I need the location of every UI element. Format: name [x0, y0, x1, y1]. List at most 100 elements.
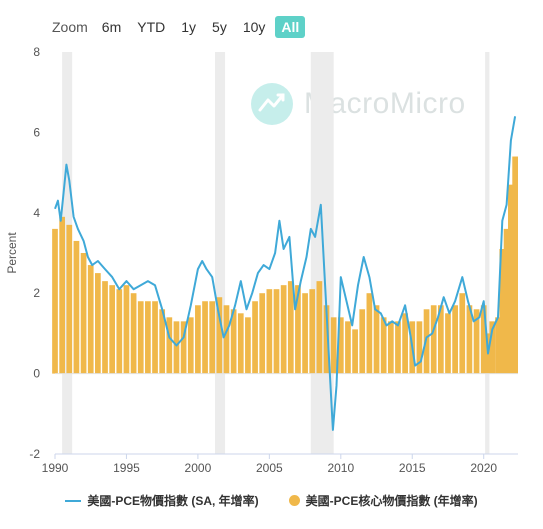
core-pce-bar	[280, 285, 287, 374]
core-pce-bar	[59, 216, 66, 374]
y-tick-label: 8	[33, 45, 40, 59]
core-pce-bar	[466, 305, 473, 374]
zoom-label: Zoom	[52, 19, 88, 35]
core-pce-bar	[512, 156, 518, 374]
pce-line-layer	[54, 116, 517, 431]
core-pce-bar	[330, 317, 337, 374]
core-pce-bar	[209, 301, 216, 374]
recession-band-1	[215, 52, 226, 454]
x-tick-label: 1990	[42, 461, 69, 475]
core-pce-bar	[216, 297, 223, 374]
core-pce-bar	[459, 293, 466, 374]
core-pce-bar	[345, 321, 351, 374]
chart-plot: 1990 1995 2000 2005 2010 2015 2020 -2 0 2 4 6 8 Per…	[5, 45, 518, 475]
y-tick-label: 0	[33, 367, 40, 381]
macromicro-logo-icon	[251, 83, 293, 125]
core-pce-bar	[287, 281, 294, 374]
core-pce-bar	[359, 309, 366, 374]
core-pce-bar	[73, 240, 80, 374]
pce-line	[54, 116, 517, 431]
core-pce-bar	[273, 289, 280, 374]
core-pce-bar	[237, 313, 244, 374]
legend-line-swatch	[65, 499, 82, 502]
core-pce-bar	[102, 281, 108, 374]
core-pce-bar	[173, 321, 180, 374]
core-pce-bar	[366, 293, 373, 374]
legend-dot-swatch	[288, 495, 300, 506]
zoom-1y-button[interactable]: 1y	[181, 19, 197, 35]
core-pce-bar	[116, 289, 123, 374]
core-pce-bar	[109, 285, 116, 374]
recession-band-3	[485, 52, 490, 454]
x-tick-label: 2005	[256, 461, 283, 475]
y-tick-label: 4	[33, 206, 40, 220]
core-pce-bar	[223, 305, 230, 374]
core-pce-bar	[123, 285, 130, 374]
legend-label-core-pce: 美國-PCE核心物價指數 (年增率)	[305, 494, 478, 508]
legend-item-pce[interactable]: 美國-PCE物價指數 (SA, 年增率)	[65, 492, 259, 509]
core-pce-bar	[387, 321, 394, 374]
core-pce-bar	[480, 305, 487, 374]
core-pce-bar	[430, 305, 437, 374]
y-axis: -2 0 2 4 6 8	[29, 45, 40, 461]
core-pce-bar	[503, 228, 510, 374]
x-tick-label: 2000	[185, 461, 212, 475]
x-tick-label: 2020	[470, 461, 497, 475]
core-pce-bar	[507, 184, 514, 374]
core-pce-bar	[95, 273, 101, 374]
core-pce-bar	[373, 305, 380, 374]
core-pce-bar	[252, 301, 258, 374]
core-pce-bar	[187, 317, 194, 374]
core-pce-bar	[316, 281, 323, 374]
core-pce-bar	[323, 305, 330, 374]
zoom-5y-button[interactable]: 5y	[212, 19, 227, 35]
core-pce-bar	[195, 305, 201, 374]
zoom-10y-button[interactable]: 10y	[242, 19, 266, 35]
core-pce-bar	[302, 293, 308, 374]
core-pce-bar	[159, 309, 166, 374]
core-pce-bar	[87, 265, 94, 374]
y-axis-title: Percent	[5, 232, 19, 274]
core-pce-bar	[337, 317, 344, 374]
legend-item-core-pce[interactable]: 美國-PCE核心物價指數 (年增率)	[288, 492, 478, 509]
zoom-ytd-button[interactable]: YTD	[137, 19, 166, 35]
core-pce-bar	[495, 317, 501, 374]
y-tick-label: -2	[29, 447, 40, 461]
core-pce-columns	[52, 156, 518, 374]
core-pce-bar	[499, 248, 506, 374]
core-pce-bar	[309, 289, 316, 374]
core-pce-bar	[352, 329, 358, 374]
x-tick-label: 2010	[327, 461, 354, 475]
legend-label-pce: 美國-PCE物價指數 (SA, 年增率)	[87, 494, 259, 508]
core-pce-bar	[437, 305, 444, 374]
core-pce-bar	[266, 289, 273, 374]
core-pce-bar	[152, 301, 158, 374]
core-pce-bar	[416, 321, 423, 374]
core-pce-bar	[202, 301, 208, 374]
core-pce-bar	[445, 313, 451, 374]
y-tick-label: 2	[33, 286, 40, 300]
x-axis: 1990 1995 2000 2005 2010 2015 2020	[42, 453, 518, 475]
core-pce-bar	[137, 301, 144, 374]
core-pce-bar	[452, 305, 458, 374]
core-pce-bar	[130, 293, 137, 374]
zoom-toolbar: Zoom 6m YTD 1y 5y 10y All	[52, 14, 309, 40]
core-pce-bar	[402, 313, 408, 374]
core-pce-bar	[259, 293, 266, 374]
core-pce-bar	[80, 253, 87, 374]
core-pce-bar	[180, 321, 187, 374]
core-pce-bar	[395, 321, 401, 374]
core-pce-bar	[295, 285, 301, 374]
x-tick-label: 1995	[113, 461, 140, 475]
x-tick-label: 2015	[399, 461, 426, 475]
core-pce-bar	[380, 317, 387, 374]
core-pce-bar	[52, 228, 58, 374]
zoom-all-button[interactable]: All	[275, 16, 306, 38]
core-pce-bar	[230, 309, 237, 374]
core-pce-bar	[166, 317, 173, 374]
core-pce-bar	[489, 321, 496, 374]
core-pce-bar	[473, 309, 480, 374]
y-tick-label: 6	[33, 125, 40, 139]
zoom-6m-button[interactable]: 6m	[101, 19, 122, 35]
core-pce-bar	[145, 301, 151, 374]
